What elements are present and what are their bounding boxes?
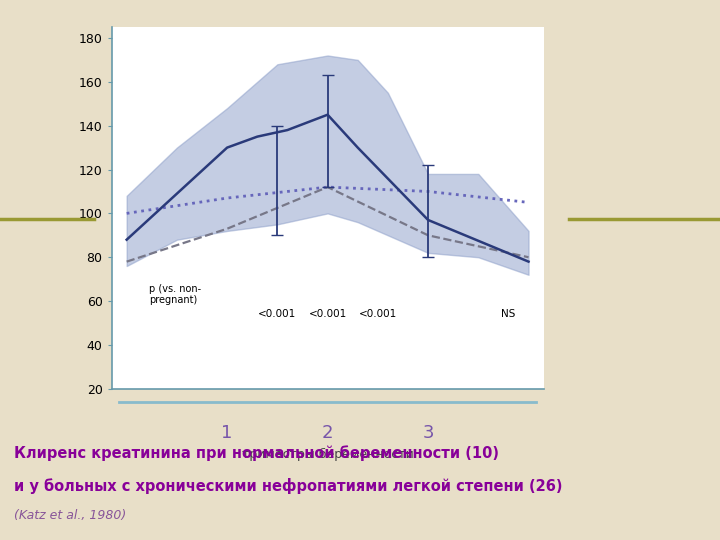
Text: Клиренс креатинина при нормальной беременности (10): Клиренс креатинина при нормальной береме… [14,446,500,461]
Text: триместры беременности: триместры беременности [242,448,413,461]
Text: p (vs. non-
pregnant): p (vs. non- pregnant) [149,284,201,306]
Text: 3: 3 [423,424,434,442]
Text: <0.001: <0.001 [258,309,297,319]
Text: <0.001: <0.001 [308,309,347,319]
Text: <0.001: <0.001 [359,309,397,319]
Text: 2: 2 [322,424,333,442]
Text: и у больных с хроническими нефропатиями легкой степени (26): и у больных с хроническими нефропатиями … [14,478,563,494]
Text: NS: NS [501,309,516,319]
Text: (Katz et al., 1980): (Katz et al., 1980) [14,509,127,522]
Text: 1: 1 [222,424,233,442]
